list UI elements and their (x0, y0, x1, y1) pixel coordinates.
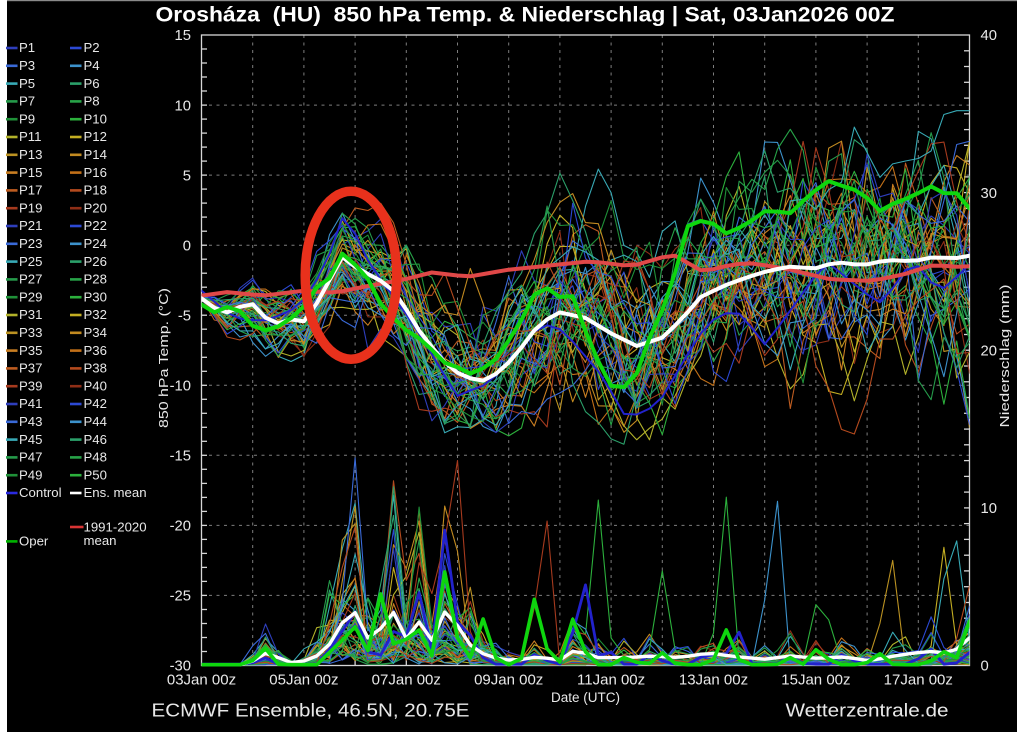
svg-text:-15: -15 (170, 449, 191, 465)
svg-text:13Jan 00z: 13Jan 00z (679, 672, 748, 689)
svg-text:0: 0 (981, 659, 989, 675)
svg-text:-5: -5 (178, 308, 191, 324)
svg-text:P8: P8 (84, 94, 100, 109)
svg-text:P31: P31 (19, 307, 42, 322)
svg-text:P23: P23 (19, 236, 42, 251)
svg-text:11Jan 00z: 11Jan 00z (577, 672, 645, 689)
svg-text:Niederschlag (mm): Niederschlag (mm) (997, 285, 1012, 428)
svg-text:P29: P29 (19, 289, 42, 304)
svg-text:P24: P24 (84, 236, 107, 251)
svg-text:30: 30 (981, 186, 997, 202)
svg-text:P19: P19 (19, 200, 42, 215)
svg-text:P50: P50 (84, 467, 107, 482)
svg-text:20: 20 (981, 343, 997, 359)
svg-text:1991-2020: 1991-2020 (84, 520, 147, 535)
svg-text:P6: P6 (84, 76, 100, 91)
svg-text:P33: P33 (19, 325, 42, 340)
svg-text:-25: -25 (170, 589, 191, 605)
svg-text:P41: P41 (19, 396, 42, 411)
svg-text:17Jan 00z: 17Jan 00z (884, 672, 953, 689)
svg-text:P15: P15 (19, 165, 42, 180)
svg-text:ECMWF Ensemble, 46.5N, 20.75E: ECMWF Ensemble, 46.5N, 20.75E (152, 700, 470, 721)
svg-text:-20: -20 (170, 519, 191, 535)
svg-text:P1: P1 (19, 40, 35, 55)
svg-text:P46: P46 (84, 432, 107, 447)
svg-text:P22: P22 (84, 218, 107, 233)
svg-text:P21: P21 (19, 218, 42, 233)
svg-text:P4: P4 (84, 58, 100, 73)
svg-text:P16: P16 (84, 165, 107, 180)
svg-text:P18: P18 (84, 183, 107, 198)
svg-text:P43: P43 (19, 414, 42, 429)
svg-text:15: 15 (175, 28, 191, 44)
svg-text:P32: P32 (84, 307, 107, 322)
svg-text:40: 40 (981, 28, 997, 44)
svg-text:P13: P13 (19, 147, 42, 162)
svg-text:P5: P5 (19, 76, 35, 91)
svg-text:P44: P44 (84, 414, 107, 429)
svg-text:P40: P40 (84, 378, 107, 393)
svg-text:10: 10 (175, 98, 191, 114)
svg-text:P49: P49 (19, 467, 42, 482)
svg-text:5: 5 (183, 168, 191, 184)
svg-text:P48: P48 (84, 450, 107, 465)
svg-text:P25: P25 (19, 254, 42, 269)
svg-text:Wetterzentrale.de: Wetterzentrale.de (786, 700, 949, 721)
svg-text:-10: -10 (170, 379, 191, 395)
svg-text:P28: P28 (84, 272, 107, 287)
svg-text:15Jan 00z: 15Jan 00z (781, 672, 850, 689)
svg-text:Oper: Oper (19, 534, 49, 549)
svg-text:P12: P12 (84, 129, 107, 144)
svg-text:05Jan 00z: 05Jan 00z (269, 672, 338, 689)
svg-text:P7: P7 (19, 94, 35, 109)
svg-text:P17: P17 (19, 183, 42, 198)
svg-text:P9: P9 (19, 111, 35, 126)
svg-text:P47: P47 (19, 450, 42, 465)
svg-text:P36: P36 (84, 343, 107, 358)
svg-text:P3: P3 (19, 58, 35, 73)
svg-text:P35: P35 (19, 343, 42, 358)
svg-text:P10: P10 (84, 111, 107, 126)
svg-text:850 hPa Temp. (°C): 850 hPa Temp. (°C) (156, 288, 171, 428)
svg-text:Ens. mean: Ens. mean (84, 485, 147, 500)
svg-text:10: 10 (981, 501, 997, 517)
svg-text:-30: -30 (170, 659, 191, 675)
svg-text:P37: P37 (19, 361, 42, 376)
svg-text:P45: P45 (19, 432, 42, 447)
svg-text:03Jan 00z: 03Jan 00z (167, 672, 236, 689)
svg-text:P34: P34 (84, 325, 107, 340)
svg-text:P20: P20 (84, 200, 107, 215)
svg-text:07Jan 00z: 07Jan 00z (372, 672, 441, 689)
svg-text:P38: P38 (84, 361, 107, 376)
svg-text:P30: P30 (84, 289, 107, 304)
svg-text:Control: Control (19, 485, 62, 500)
svg-text:P27: P27 (19, 272, 42, 287)
svg-text:09Jan 00z: 09Jan 00z (474, 672, 543, 689)
svg-text:P2: P2 (84, 40, 100, 55)
svg-text:P26: P26 (84, 254, 107, 269)
svg-text:P14: P14 (84, 147, 107, 162)
svg-text:P42: P42 (84, 396, 107, 411)
svg-text:mean: mean (84, 533, 117, 548)
svg-text:Orosháza (HU) 850 hPa Temp.: Orosháza (HU) 850 hPa Temp. & Niederschl… (156, 3, 895, 27)
svg-text:0: 0 (183, 238, 191, 254)
svg-text:P39: P39 (19, 378, 42, 393)
svg-text:P11: P11 (19, 129, 42, 144)
svg-text:Date (UTC): Date (UTC) (551, 690, 620, 705)
